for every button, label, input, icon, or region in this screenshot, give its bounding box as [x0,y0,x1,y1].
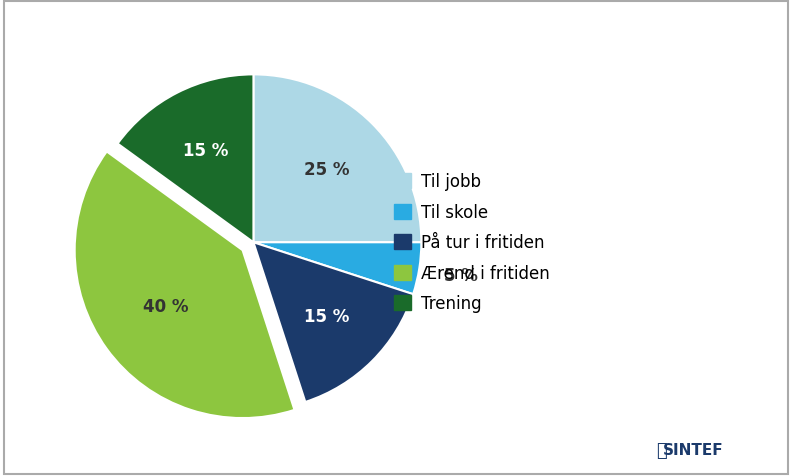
Text: Ⓢ: Ⓢ [656,441,667,459]
Text: 5 %: 5 % [444,267,478,285]
Text: 40 %: 40 % [143,297,188,315]
Wedge shape [117,75,253,243]
Wedge shape [253,243,421,295]
Wedge shape [253,75,421,243]
Text: 25 %: 25 % [304,160,350,178]
Text: 15 %: 15 % [304,307,350,325]
Text: 15 %: 15 % [184,141,229,159]
Wedge shape [253,243,413,402]
Legend: Til jobb, Til skole, På tur i fritiden, Ærend i fritiden, Trening: Til jobb, Til skole, På tur i fritiden, … [388,166,557,319]
Text: SINTEF: SINTEF [663,442,723,457]
Wedge shape [74,152,295,418]
Title: Formål med turen: Formål med turen [127,0,380,5]
